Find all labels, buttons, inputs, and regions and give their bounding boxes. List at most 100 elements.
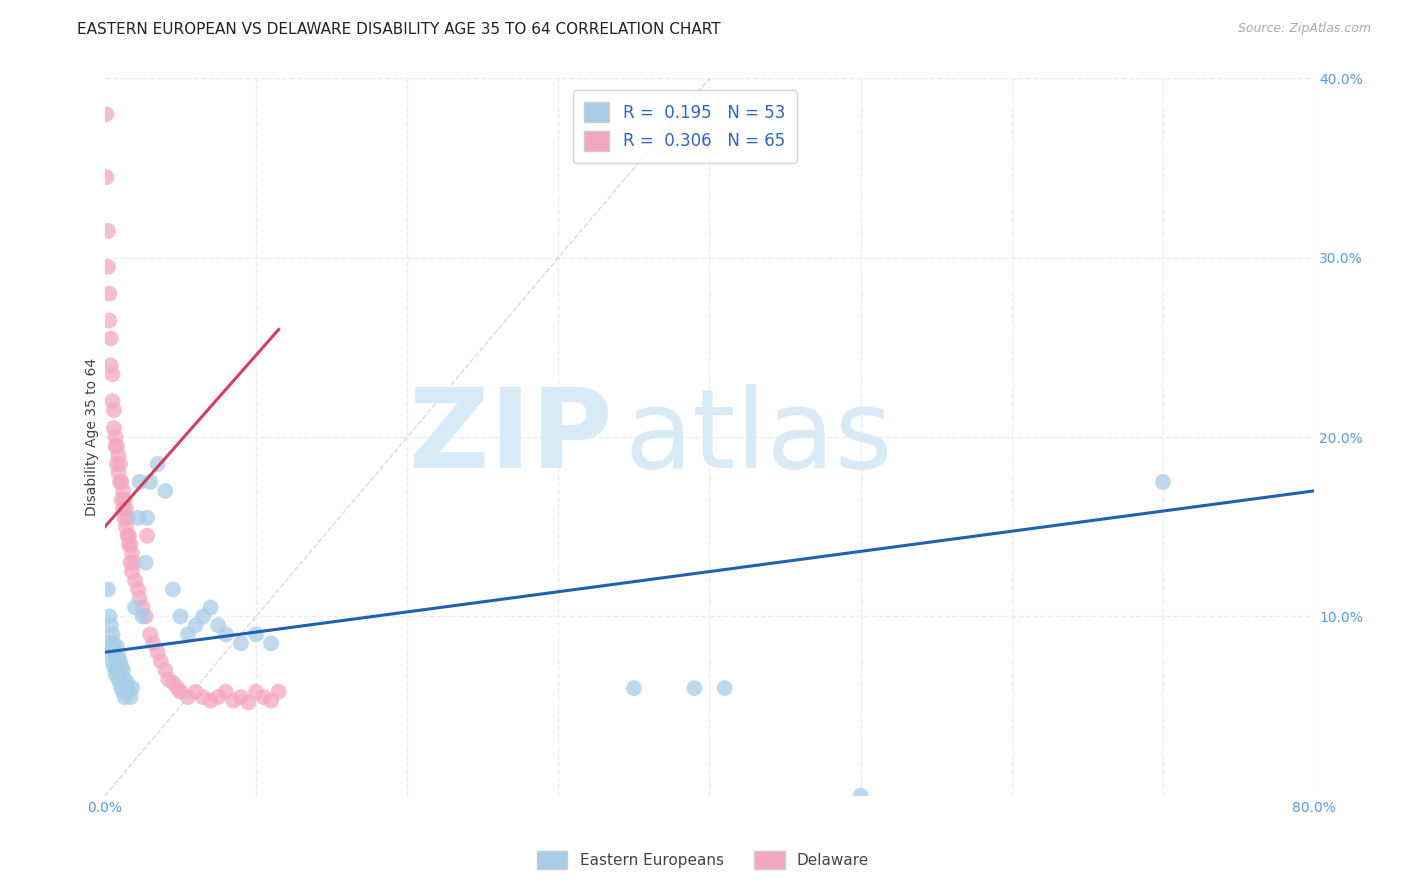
Point: [101, 394, 124, 409]
Point: [101, 654, 124, 668]
Point: [131, 600, 153, 615]
Point: [120, 538, 142, 552]
Point: [98, 313, 121, 327]
Point: [139, 627, 162, 641]
Point: [121, 547, 143, 561]
Point: [103, 636, 125, 650]
Point: [98, 286, 121, 301]
Point: [110, 681, 132, 695]
Point: [101, 368, 124, 382]
Point: [98, 636, 121, 650]
Point: [222, 694, 245, 708]
Point: [107, 466, 129, 480]
Point: [105, 439, 128, 453]
Point: [118, 529, 141, 543]
Point: [200, 694, 222, 708]
Point: [111, 483, 134, 498]
Point: [157, 672, 180, 686]
Point: [177, 627, 200, 641]
Point: [184, 684, 207, 698]
Point: [122, 556, 145, 570]
Point: [713, 681, 735, 695]
Point: [105, 640, 128, 654]
Point: [623, 681, 645, 695]
Point: [107, 672, 129, 686]
Point: [120, 556, 142, 570]
Point: [104, 430, 127, 444]
Point: [100, 645, 122, 659]
Point: [207, 690, 229, 704]
Point: [207, 618, 229, 632]
Point: [127, 582, 149, 597]
Point: [131, 609, 153, 624]
Point: [162, 675, 184, 690]
Point: [169, 684, 191, 698]
Point: [146, 457, 169, 471]
Point: [166, 681, 188, 695]
Point: [120, 690, 142, 704]
Point: [97, 260, 120, 274]
Point: [149, 654, 172, 668]
Point: [96, 170, 118, 185]
Point: [127, 510, 149, 524]
Point: [162, 582, 184, 597]
Point: [245, 627, 267, 641]
Point: [114, 510, 136, 524]
Point: [108, 475, 131, 489]
Point: [121, 681, 143, 695]
Point: [110, 492, 132, 507]
Point: [177, 690, 200, 704]
Point: [115, 681, 138, 695]
Point: [114, 672, 136, 686]
Point: [118, 684, 141, 698]
Point: [118, 538, 141, 552]
Point: [103, 403, 125, 417]
Point: [260, 636, 283, 650]
Y-axis label: Disability Age 35 to 64: Disability Age 35 to 64: [86, 358, 100, 516]
Point: [267, 684, 290, 698]
Point: [238, 696, 260, 710]
Point: [124, 600, 146, 615]
Point: [108, 675, 131, 690]
Point: [117, 675, 139, 690]
Point: [683, 681, 706, 695]
Point: [111, 501, 134, 516]
Legend: Eastern Europeans, Delaware: Eastern Europeans, Delaware: [530, 845, 876, 875]
Point: [135, 556, 157, 570]
Point: [135, 609, 157, 624]
Point: [108, 654, 131, 668]
Point: [1152, 475, 1174, 489]
Point: [245, 684, 267, 698]
Point: [191, 690, 214, 704]
Point: [146, 645, 169, 659]
Point: [104, 645, 127, 659]
Point: [104, 439, 127, 453]
Point: [155, 663, 177, 677]
Point: [97, 582, 120, 597]
Point: [200, 600, 222, 615]
Point: [155, 483, 177, 498]
Point: [169, 609, 191, 624]
Point: [121, 565, 143, 579]
Point: [128, 475, 150, 489]
Point: [184, 618, 207, 632]
Point: [124, 574, 146, 588]
Text: ZIP: ZIP: [409, 384, 613, 491]
Point: [117, 529, 139, 543]
Point: [115, 501, 138, 516]
Point: [136, 529, 159, 543]
Point: [111, 684, 134, 698]
Point: [111, 663, 134, 677]
Point: [114, 492, 136, 507]
Point: [100, 618, 122, 632]
Point: [117, 510, 139, 524]
Text: Source: ZipAtlas.com: Source: ZipAtlas.com: [1237, 22, 1371, 36]
Point: [97, 224, 120, 238]
Point: [252, 690, 274, 704]
Point: [101, 627, 124, 641]
Point: [98, 609, 121, 624]
Point: [107, 448, 129, 462]
Legend: R =  0.195   N = 53, R =  0.306   N = 65: R = 0.195 N = 53, R = 0.306 N = 65: [572, 90, 797, 162]
Point: [215, 684, 238, 698]
Point: [260, 694, 283, 708]
